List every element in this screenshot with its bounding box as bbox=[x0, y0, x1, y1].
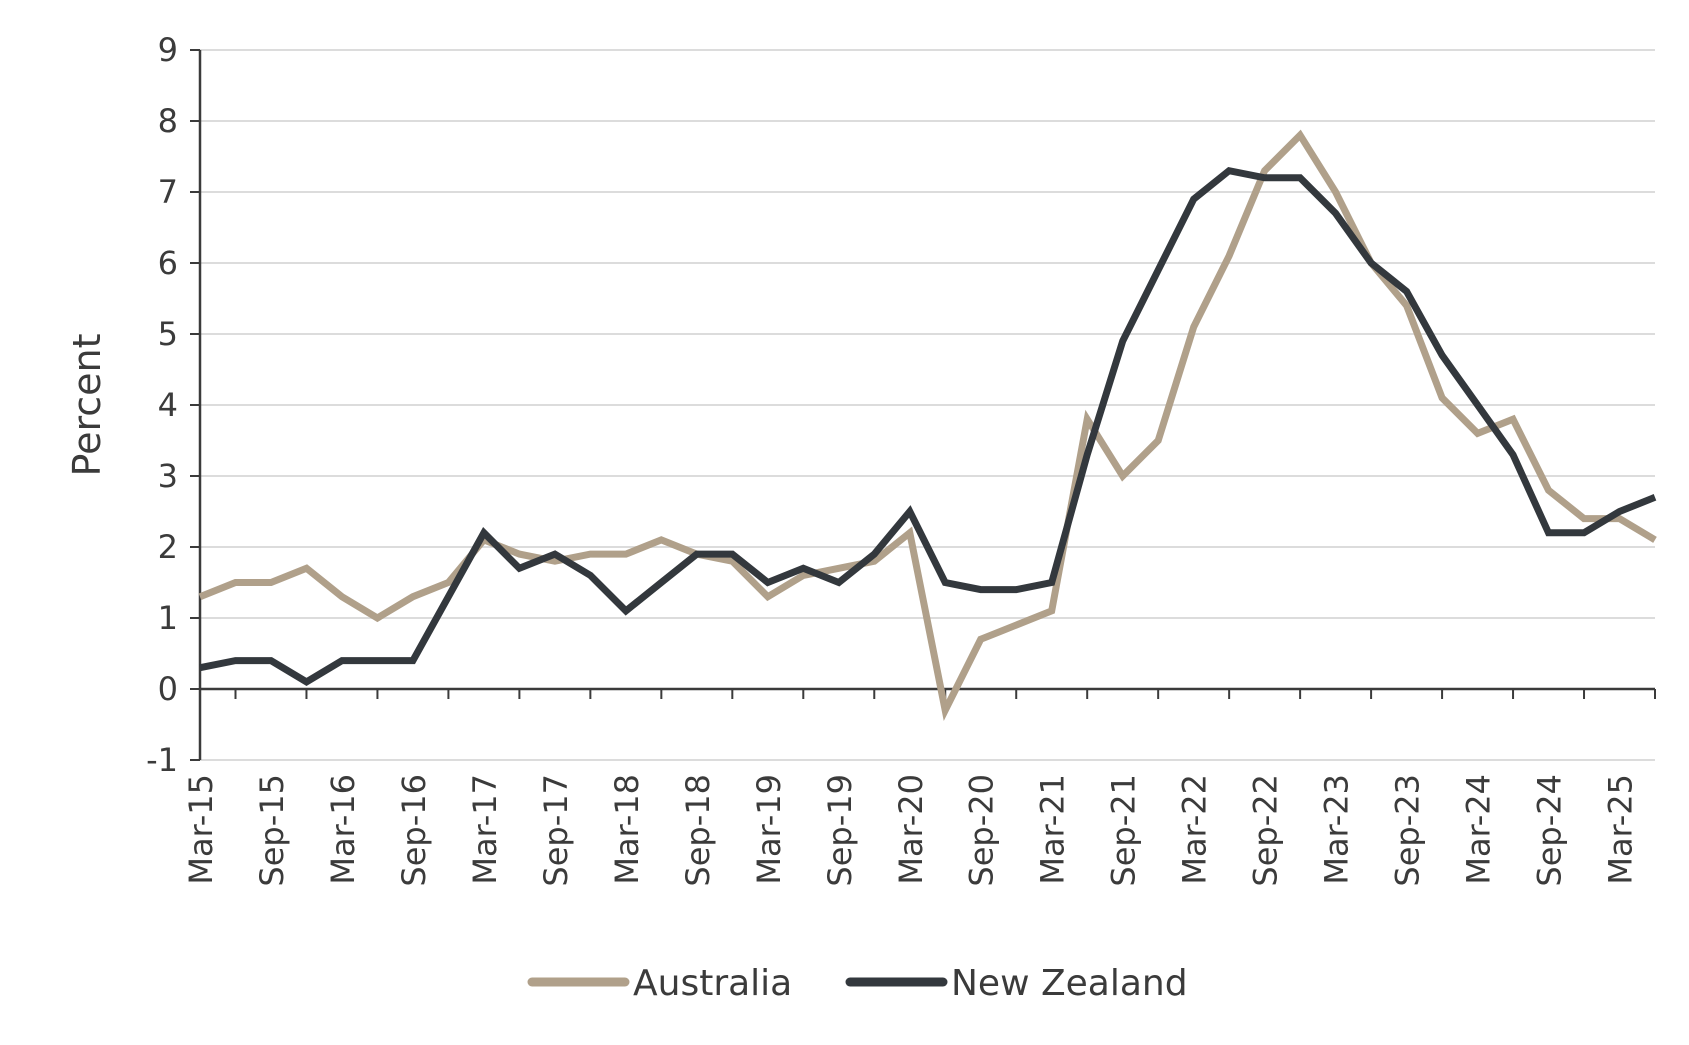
series-lines bbox=[198, 129, 1657, 721]
y-tick-label: 3 bbox=[158, 457, 178, 495]
x-tick-label: Mar-24 bbox=[1460, 774, 1498, 885]
series-line-australia bbox=[198, 129, 1657, 721]
x-tick-label: Sep-15 bbox=[253, 774, 291, 887]
x-tick-label: Mar-17 bbox=[466, 774, 504, 885]
axes bbox=[190, 49, 1656, 761]
legend-label: New Zealand bbox=[951, 963, 1188, 1004]
x-tick-label: Mar-22 bbox=[1176, 774, 1214, 885]
y-tick-label: 0 bbox=[158, 670, 178, 708]
x-tick-label: Mar-20 bbox=[892, 774, 930, 885]
x-tick-labels: Mar-15 Sep-15 Mar-16 Sep-16 Mar-17 Sep-17 Mar-… bbox=[182, 774, 1640, 887]
x-tick-label: Mar-21 bbox=[1034, 774, 1072, 885]
x-tick-label: Mar-18 bbox=[608, 774, 646, 885]
y-axis-label: Percent bbox=[65, 334, 109, 477]
y-tick-label: -1 bbox=[146, 741, 178, 779]
x-tick-label: Sep-19 bbox=[821, 774, 859, 887]
x-tick-label: Sep-20 bbox=[963, 774, 1001, 887]
x-tick-label: Sep-17 bbox=[537, 774, 575, 887]
x-tick-label: Sep-22 bbox=[1247, 774, 1285, 887]
y-tick-label: 2 bbox=[158, 528, 178, 566]
legend-label: Australia bbox=[633, 963, 792, 1004]
y-tick-labels: -1 0 1 2 3 4 5 6 7 8 9 bbox=[146, 31, 178, 779]
x-tick-label: Mar-25 bbox=[1602, 774, 1640, 885]
x-tick-label: Mar-15 bbox=[182, 774, 220, 885]
y-tick-label: 6 bbox=[158, 244, 178, 282]
x-tick-label: Sep-24 bbox=[1531, 774, 1569, 887]
y-tick-label: 7 bbox=[158, 173, 178, 211]
y-tick-label: 4 bbox=[158, 386, 178, 424]
x-tick-label: Sep-23 bbox=[1389, 774, 1427, 887]
x-tick-label: Sep-21 bbox=[1105, 774, 1143, 887]
legend: Australia New Zealand bbox=[527, 963, 1188, 1004]
gridlines bbox=[200, 49, 1655, 761]
x-tick-label: Sep-18 bbox=[679, 774, 717, 887]
y-tick-label: 1 bbox=[158, 599, 178, 637]
x-tick-label: Mar-16 bbox=[324, 774, 362, 885]
x-tick-label: Sep-16 bbox=[395, 774, 433, 887]
y-tick-label: 8 bbox=[158, 102, 178, 140]
x-tick-label: Mar-19 bbox=[750, 774, 788, 885]
y-tick-label: 9 bbox=[158, 31, 178, 69]
series-line-new-zealand bbox=[199, 166, 1657, 686]
x-tick-label: Mar-23 bbox=[1318, 774, 1356, 885]
y-tick-label: 5 bbox=[158, 315, 178, 353]
